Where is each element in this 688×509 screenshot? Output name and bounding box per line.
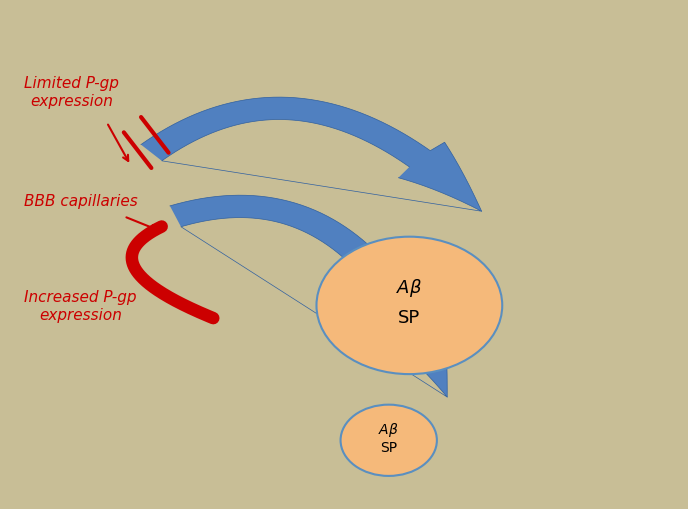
Text: A$\beta$: A$\beta$ bbox=[378, 421, 399, 439]
Text: A$\beta$: A$\beta$ bbox=[396, 276, 422, 299]
Circle shape bbox=[316, 237, 502, 374]
Circle shape bbox=[341, 405, 437, 476]
Polygon shape bbox=[141, 97, 482, 211]
Text: Limited P-gp
expression: Limited P-gp expression bbox=[24, 76, 119, 109]
Polygon shape bbox=[170, 195, 447, 397]
Text: BBB capillaries: BBB capillaries bbox=[24, 193, 138, 209]
Text: Increased P-gp
expression: Increased P-gp expression bbox=[24, 290, 137, 323]
Text: SP: SP bbox=[398, 309, 420, 327]
Text: SP: SP bbox=[380, 441, 397, 455]
